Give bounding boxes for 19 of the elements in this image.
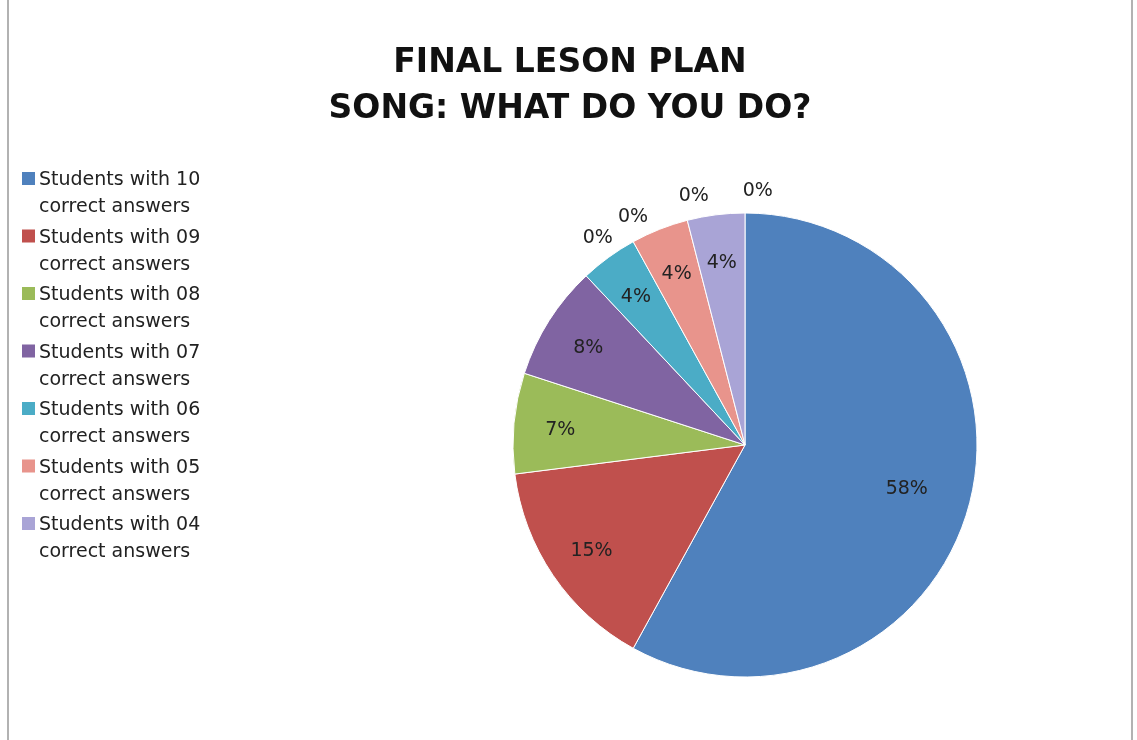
- text: 0%: [582, 224, 613, 247]
- legend-label: Students with 10 correct answers: [39, 167, 201, 216]
- data-label: 15%: [570, 538, 613, 561]
- legend-label: Students with 08 correct answers: [39, 282, 201, 331]
- chart-title: FINAL LESON PLAN SONG: WHAT DO YOU DO?: [328, 41, 812, 126]
- legend-label: Students with 05 correct answers: [39, 454, 201, 504]
- data-label: 8%: [573, 334, 604, 357]
- data-label: 4%: [706, 249, 737, 272]
- data-label: 58%: [885, 475, 928, 498]
- legend-label: Students with 04 correct answers: [39, 512, 201, 561]
- data-label: 4%: [661, 261, 692, 284]
- legend-label: Students with 09 correct answers: [39, 224, 201, 274]
- data-label: 4%: [620, 283, 651, 306]
- text: 0%: [617, 203, 649, 226]
- text: 0%: [678, 183, 709, 206]
- data-label: 7%: [545, 416, 576, 439]
- legend-label: Students with 06 correct answers: [39, 397, 201, 446]
- legend-label: Students with 07 correct answers: [39, 339, 201, 389]
- text: 0%: [742, 178, 773, 201]
